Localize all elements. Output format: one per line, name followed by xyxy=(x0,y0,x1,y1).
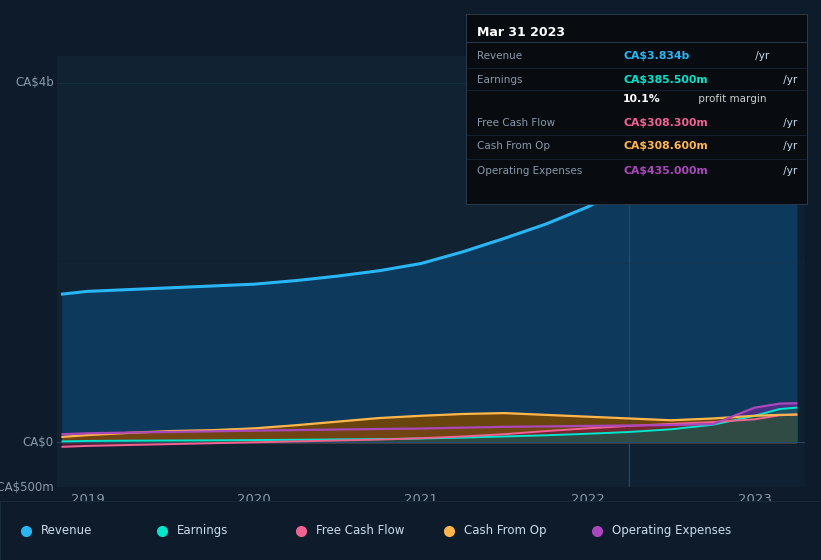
Text: CA$4b: CA$4b xyxy=(15,77,53,90)
Text: profit margin: profit margin xyxy=(695,94,766,104)
Text: Free Cash Flow: Free Cash Flow xyxy=(316,524,405,537)
Text: CA$308.600m: CA$308.600m xyxy=(623,141,708,151)
Text: CA$385.500m: CA$385.500m xyxy=(623,74,708,85)
Text: Revenue: Revenue xyxy=(476,51,521,61)
Text: /yr: /yr xyxy=(781,166,798,176)
Bar xyxy=(630,56,813,487)
Text: Cash From Op: Cash From Op xyxy=(464,524,546,537)
Text: CA$3.834b: CA$3.834b xyxy=(623,51,690,61)
Text: CA$0: CA$0 xyxy=(23,436,53,449)
Text: 10.1%: 10.1% xyxy=(623,94,661,104)
Text: Free Cash Flow: Free Cash Flow xyxy=(476,118,555,128)
Text: Revenue: Revenue xyxy=(41,524,93,537)
Text: Mar 31 2023: Mar 31 2023 xyxy=(476,26,565,39)
Text: CA$435.000m: CA$435.000m xyxy=(623,166,708,176)
Text: /yr: /yr xyxy=(752,51,769,61)
Text: Cash From Op: Cash From Op xyxy=(476,141,549,151)
Text: Operating Expenses: Operating Expenses xyxy=(476,166,582,176)
Text: Earnings: Earnings xyxy=(476,74,522,85)
Text: /yr: /yr xyxy=(781,141,798,151)
Text: Earnings: Earnings xyxy=(177,524,228,537)
Text: /yr: /yr xyxy=(781,118,798,128)
Text: CA$308.300m: CA$308.300m xyxy=(623,118,708,128)
Text: /yr: /yr xyxy=(781,74,798,85)
Text: -CA$500m: -CA$500m xyxy=(0,480,53,494)
Text: Operating Expenses: Operating Expenses xyxy=(612,524,731,537)
